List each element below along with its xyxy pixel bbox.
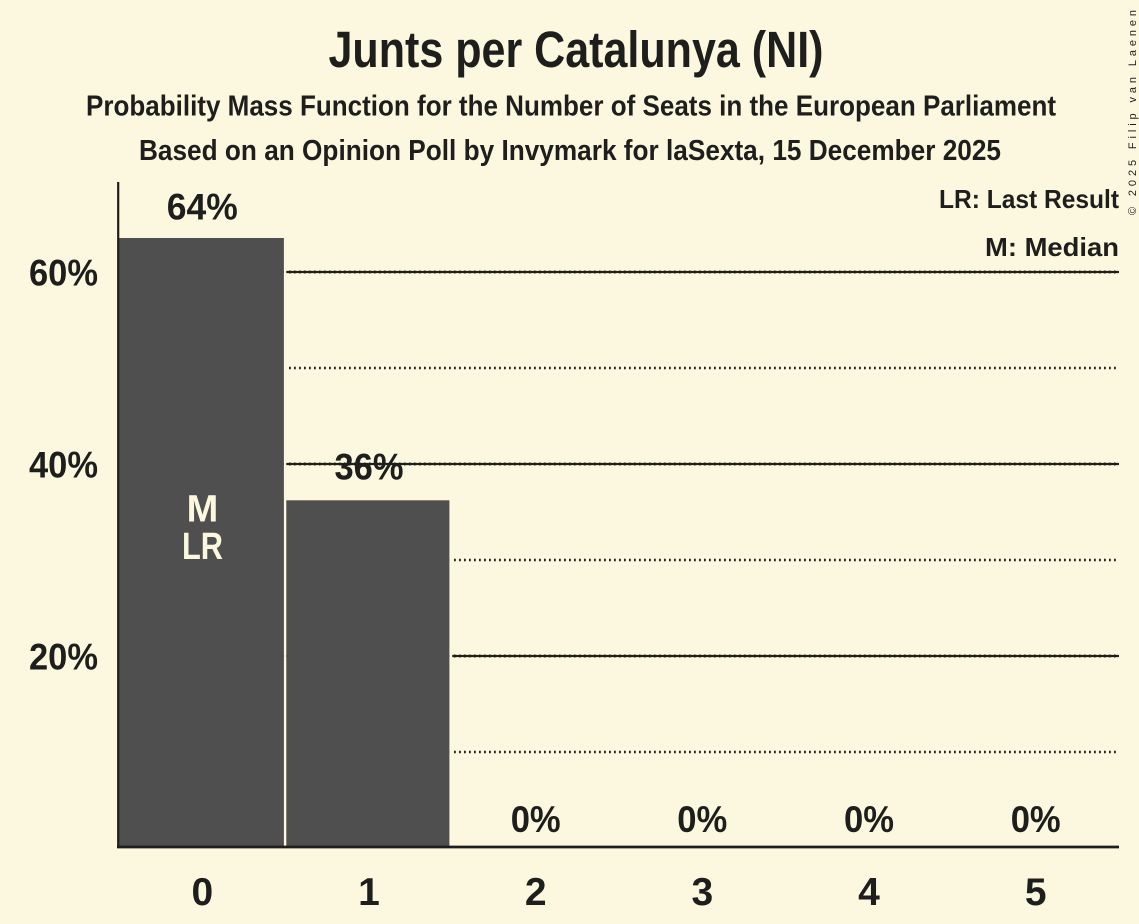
svg-text:Junts per Catalunya (NI): Junts per Catalunya (NI)	[329, 21, 824, 78]
svg-text:5: 5	[1025, 871, 1047, 914]
svg-text:0%: 0%	[844, 799, 894, 840]
svg-text:Probability Mass Function for: Probability Mass Function for the Number…	[86, 91, 1056, 123]
svg-text:0%: 0%	[511, 799, 561, 840]
svg-text:LR: Last Result: LR: Last Result	[939, 184, 1119, 214]
svg-text:36%: 36%	[335, 446, 404, 487]
svg-text:20%: 20%	[29, 637, 98, 678]
svg-text:Based on an Opinion Poll by In: Based on an Opinion Poll by Invymark for…	[139, 135, 1001, 167]
svg-text:60%: 60%	[29, 253, 98, 294]
svg-text:2: 2	[525, 871, 547, 914]
svg-text:M: M	[187, 488, 219, 530]
svg-text:0%: 0%	[1011, 799, 1061, 840]
svg-text:0: 0	[191, 871, 213, 914]
svg-text:4: 4	[858, 871, 880, 914]
svg-text:1: 1	[358, 871, 380, 914]
svg-text:3: 3	[691, 871, 713, 914]
svg-text:LR: LR	[182, 526, 223, 568]
svg-text:40%: 40%	[29, 445, 98, 486]
svg-text:0%: 0%	[677, 799, 727, 840]
svg-text:M: Median: M: Median	[985, 232, 1119, 262]
svg-text:64%: 64%	[167, 187, 238, 228]
